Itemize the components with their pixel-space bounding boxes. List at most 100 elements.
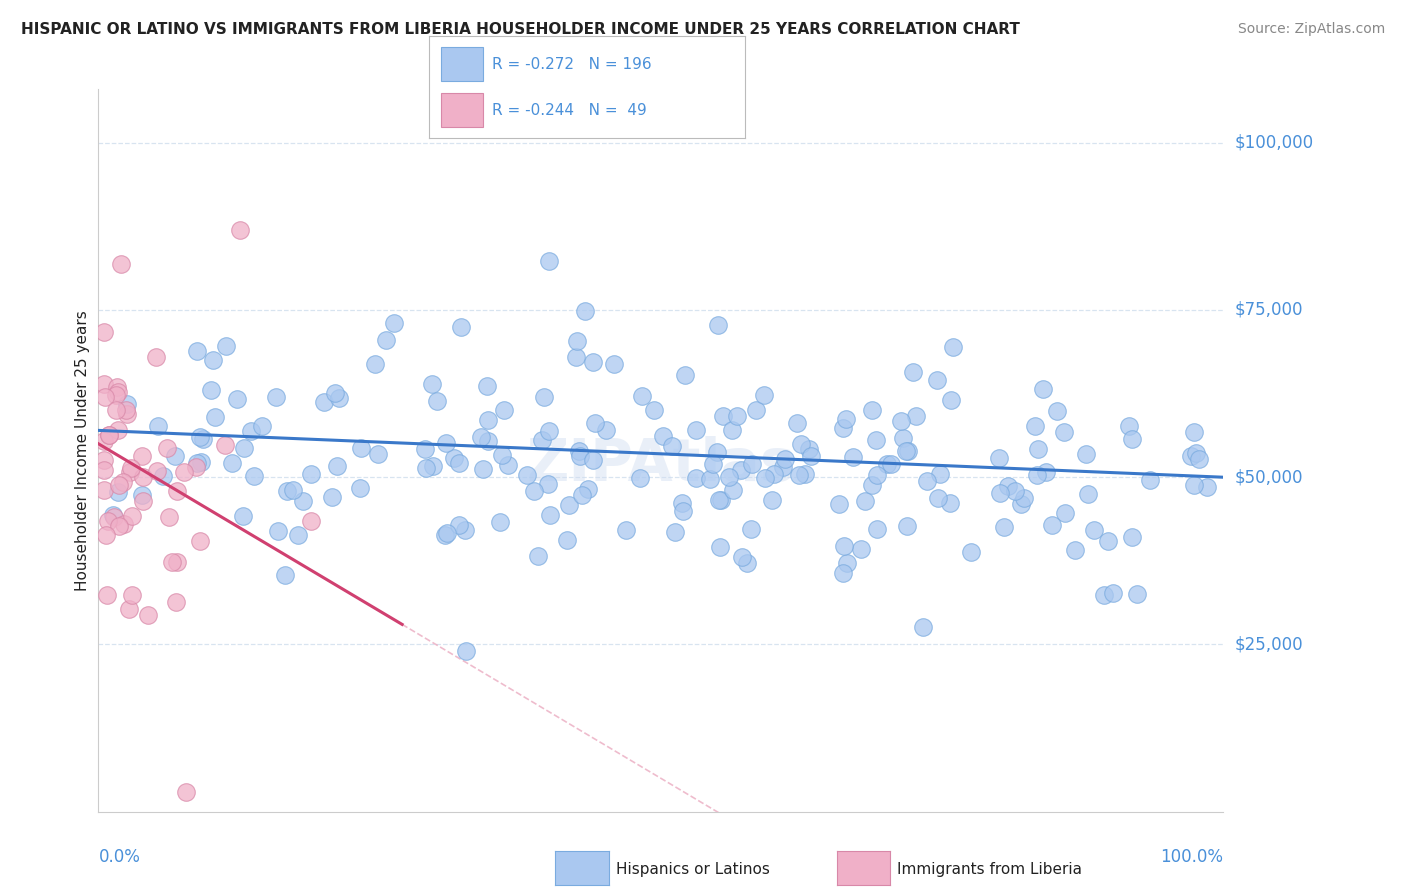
Point xyxy=(530,433,553,447)
Point xyxy=(643,402,665,417)
Point xyxy=(477,434,499,448)
Point xyxy=(896,519,918,533)
Point xyxy=(713,409,735,424)
Point xyxy=(1063,542,1085,557)
Point xyxy=(790,436,813,450)
Point xyxy=(740,522,762,536)
Point xyxy=(576,482,599,496)
Point xyxy=(349,481,371,495)
Text: Hispanics or Latinos: Hispanics or Latinos xyxy=(616,863,769,877)
Point xyxy=(671,496,693,510)
Point xyxy=(94,390,117,404)
Point xyxy=(835,411,858,425)
Point xyxy=(709,540,731,554)
Point xyxy=(567,334,589,348)
Point xyxy=(1035,465,1057,479)
Point xyxy=(252,418,274,433)
Point xyxy=(186,456,208,470)
Point xyxy=(312,395,335,409)
Point xyxy=(1101,586,1123,600)
Point xyxy=(583,416,606,430)
Point xyxy=(673,368,696,383)
Point xyxy=(492,402,515,417)
Point xyxy=(1126,587,1149,601)
Point xyxy=(232,509,254,524)
Point xyxy=(752,388,775,402)
Point xyxy=(582,355,605,369)
Point xyxy=(523,483,546,498)
Point xyxy=(120,461,142,475)
Point xyxy=(993,520,1015,534)
Point xyxy=(107,485,129,500)
Point xyxy=(997,479,1019,493)
Point xyxy=(800,450,823,464)
Point xyxy=(145,464,167,478)
Point xyxy=(927,373,949,387)
Point xyxy=(866,523,889,537)
Point xyxy=(489,516,512,530)
Point xyxy=(775,451,797,466)
Point xyxy=(702,457,724,471)
Point xyxy=(498,458,520,472)
Point xyxy=(434,436,457,450)
Point xyxy=(374,333,396,347)
Point xyxy=(939,496,962,510)
Point xyxy=(787,468,810,483)
Point xyxy=(131,449,153,463)
Point xyxy=(558,498,581,512)
Text: 0.0%: 0.0% xyxy=(98,847,141,866)
Point xyxy=(754,471,776,485)
Point xyxy=(454,644,477,658)
Point xyxy=(105,388,128,402)
Point xyxy=(988,450,1011,465)
Point xyxy=(1180,450,1202,464)
Point xyxy=(1121,530,1143,544)
Point xyxy=(574,303,596,318)
Point xyxy=(132,470,155,484)
Point xyxy=(138,607,160,622)
Point xyxy=(917,474,939,488)
Point xyxy=(699,472,721,486)
Point xyxy=(1077,487,1099,501)
Point xyxy=(1188,451,1211,466)
Point xyxy=(323,385,346,400)
Point xyxy=(96,528,118,542)
Point xyxy=(243,468,266,483)
Point xyxy=(367,447,389,461)
Point xyxy=(184,460,207,475)
Point xyxy=(132,494,155,508)
Point xyxy=(114,403,136,417)
Point xyxy=(988,486,1011,500)
Point xyxy=(115,407,138,421)
Point xyxy=(1195,480,1218,494)
Point xyxy=(794,467,817,481)
Point xyxy=(472,462,495,476)
Point xyxy=(215,339,238,353)
Point xyxy=(287,528,309,542)
Point xyxy=(706,318,728,333)
Point xyxy=(193,432,215,446)
Point xyxy=(321,491,343,505)
Point xyxy=(533,390,555,404)
Point xyxy=(240,424,263,438)
Point xyxy=(582,453,605,467)
Point xyxy=(661,439,683,453)
Point xyxy=(664,524,686,539)
Point xyxy=(890,414,912,428)
Point xyxy=(651,429,673,443)
Point xyxy=(866,468,889,483)
Point xyxy=(537,477,560,491)
Point xyxy=(103,510,125,524)
Point xyxy=(1040,518,1063,533)
Point xyxy=(93,376,115,391)
Point xyxy=(146,418,169,433)
Point xyxy=(1083,523,1105,537)
Point xyxy=(1024,418,1046,433)
Point xyxy=(831,566,853,580)
Point xyxy=(927,491,949,505)
Text: HISPANIC OR LATINO VS IMMIGRANTS FROM LIBERIA HOUSEHOLDER INCOME UNDER 25 YEARS : HISPANIC OR LATINO VS IMMIGRANTS FROM LI… xyxy=(21,22,1019,37)
Point xyxy=(449,456,471,470)
Point xyxy=(110,257,132,271)
Point xyxy=(880,457,903,471)
Point xyxy=(292,494,315,508)
